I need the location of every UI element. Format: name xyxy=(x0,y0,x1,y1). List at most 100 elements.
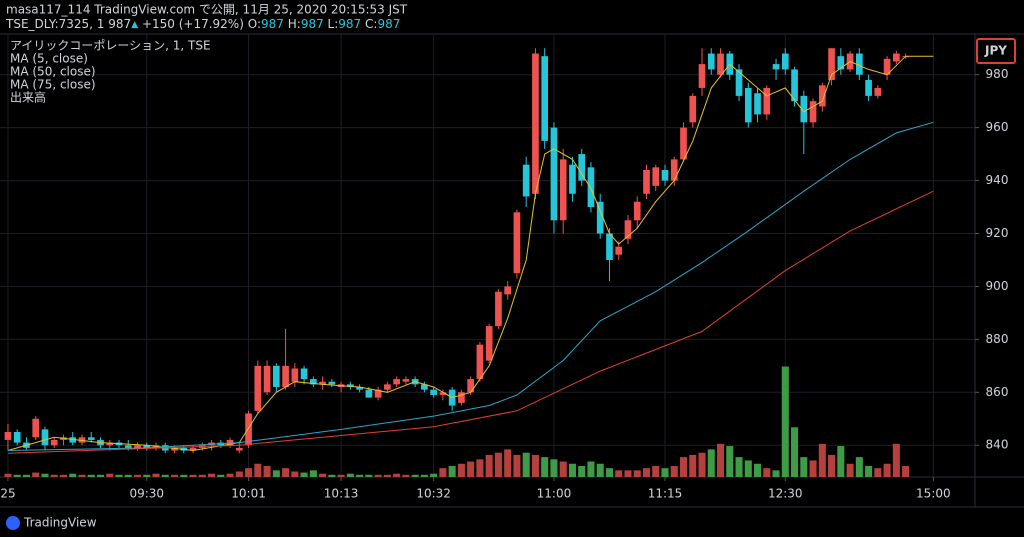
volume-bar xyxy=(531,454,539,477)
volume-bar xyxy=(642,468,650,477)
volume-bar xyxy=(152,473,160,477)
y-tick-label: 960 xyxy=(986,120,1009,134)
volume-bar xyxy=(624,470,632,477)
candle-body xyxy=(87,437,95,440)
candle-body xyxy=(643,169,650,194)
candle-body xyxy=(32,418,40,438)
volume-bar xyxy=(420,474,428,477)
volume-bar xyxy=(217,474,225,477)
volume-bar xyxy=(467,461,475,477)
symbol: TSE_DLY:7325, 1 xyxy=(5,17,104,31)
axes: 840 860 880 900 920 940 960 980 25 09:30 10:01 10:1… xyxy=(0,67,1008,500)
volume-bar xyxy=(874,468,882,477)
candle-body xyxy=(310,379,317,385)
y-tick-label: 860 xyxy=(986,385,1009,399)
last: 987 xyxy=(108,17,131,31)
volume-bar xyxy=(550,459,558,477)
y-tick-label: 940 xyxy=(986,173,1009,187)
volume-bar xyxy=(245,468,253,477)
o-label: O: xyxy=(248,17,261,31)
volume-bar xyxy=(374,474,382,477)
candle-body xyxy=(522,164,530,197)
volume-bar xyxy=(726,446,734,477)
volume-bar xyxy=(679,457,688,477)
candle-body xyxy=(754,93,761,115)
ma-line xyxy=(7,55,934,452)
volume-bar xyxy=(337,474,345,477)
volume-bar xyxy=(818,443,826,477)
candle-body xyxy=(800,95,808,123)
volume-bar xyxy=(180,474,188,477)
candle-body xyxy=(476,344,484,380)
volume-bar xyxy=(208,473,216,477)
candle-body xyxy=(69,437,77,443)
y-tick-label: 840 xyxy=(986,438,1009,452)
legend-title: アイリックコーポレーション, 1, TSE xyxy=(10,39,211,53)
h-label: H: xyxy=(288,17,301,31)
volume-bar xyxy=(846,463,854,477)
volume-bar xyxy=(698,452,706,477)
candle-body xyxy=(791,69,798,102)
volume-bar xyxy=(578,465,586,477)
volume-bar xyxy=(670,465,678,477)
candle-body xyxy=(356,387,363,390)
volume-bar xyxy=(198,474,206,477)
candle-body xyxy=(254,365,262,411)
volume-bar xyxy=(559,461,567,477)
volume-bar xyxy=(522,452,530,477)
volume-bar xyxy=(476,459,484,477)
candle-body xyxy=(226,439,234,446)
header-line2: TSE_DLY:7325, 1 987▲ +150 (+17.92%) O:98… xyxy=(5,17,400,31)
legend: MA (5, close)MA (50, close)MA (75, close… xyxy=(10,52,96,92)
volume-bar xyxy=(902,465,910,477)
volume-bar xyxy=(430,473,438,477)
candle-body xyxy=(282,365,289,388)
candle-body xyxy=(374,389,382,398)
o-value: 987 xyxy=(261,17,284,31)
volume-bar xyxy=(716,443,725,477)
candle-body xyxy=(106,442,114,446)
volume-bar xyxy=(800,457,808,477)
volume-bar xyxy=(87,474,95,477)
candle-body xyxy=(189,447,197,451)
candle-body xyxy=(661,169,669,181)
volume-bar xyxy=(226,473,234,477)
candle-body xyxy=(495,291,502,327)
candle-body xyxy=(134,445,141,448)
candle-body xyxy=(78,437,86,443)
x-tick-label: 09:30 xyxy=(129,487,164,501)
candle-body xyxy=(707,53,715,70)
volume-bar xyxy=(171,474,179,477)
volume-bar xyxy=(41,473,49,477)
volume-bar xyxy=(689,454,697,477)
moving-averages xyxy=(7,55,934,454)
candle-body xyxy=(365,389,373,398)
candle-body xyxy=(4,432,12,440)
candle-body xyxy=(569,164,576,194)
candle-body xyxy=(809,101,817,123)
volume-bar xyxy=(457,463,465,477)
volume-bar xyxy=(707,449,715,477)
candle-body xyxy=(578,154,586,181)
candle-body xyxy=(680,127,687,160)
candle-body xyxy=(781,53,789,70)
candle-body xyxy=(772,64,780,70)
candles xyxy=(4,48,909,454)
candle-body xyxy=(384,384,391,390)
volume-bar xyxy=(633,470,641,477)
ma-line xyxy=(7,121,934,451)
candle-body xyxy=(717,53,724,75)
candle-body xyxy=(606,233,613,260)
x-tick-label: 15:00 xyxy=(916,487,951,501)
candle-body xyxy=(402,379,410,382)
footer-brand: TradingView xyxy=(23,516,97,530)
l-value: 987 xyxy=(338,17,361,31)
y-tick-label: 880 xyxy=(986,332,1009,346)
volume-bar xyxy=(652,465,660,477)
candle-body xyxy=(828,48,835,80)
l-label: L: xyxy=(328,17,339,31)
volume-bar xyxy=(865,465,873,477)
volume-bar xyxy=(494,452,502,477)
